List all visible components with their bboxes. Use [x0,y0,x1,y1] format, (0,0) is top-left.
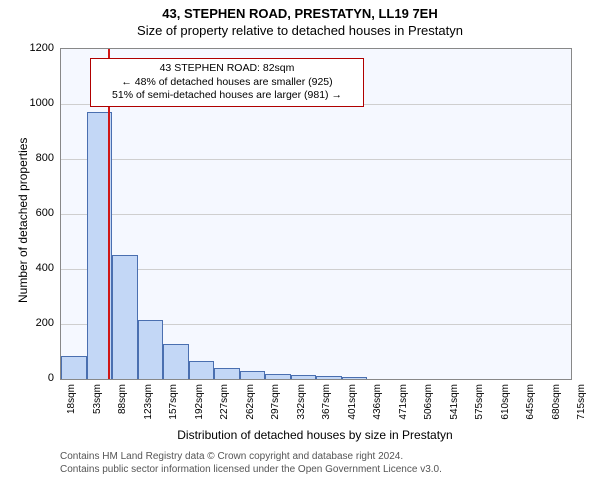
histogram-bar [112,255,138,379]
x-tick-label: 680sqm [551,384,562,424]
x-tick-label: 192sqm [194,384,205,424]
histogram-bar [316,376,342,379]
x-tick-label: 53sqm [92,384,103,424]
info-line-3: 51% of semi-detached houses are larger (… [97,89,357,103]
chart-container: { "header": { "address": "43, STEPHEN RO… [0,0,600,500]
x-tick-label: 645sqm [525,384,536,424]
title-address: 43, STEPHEN ROAD, PRESTATYN, LL19 7EH [0,0,600,21]
x-tick-label: 436sqm [372,384,383,424]
x-tick-label: 332sqm [296,384,307,424]
attribution: Contains HM Land Registry data © Crown c… [60,450,442,476]
histogram-bar [240,371,266,379]
x-tick-label: 88sqm [117,384,128,424]
x-tick-label: 227sqm [219,384,230,424]
y-tick-label: 800 [0,152,54,164]
histogram-bar [138,320,164,379]
y-tick-label: 1200 [0,42,54,54]
histogram-bar [61,356,87,379]
x-tick-label: 575sqm [474,384,485,424]
info-line-1: 43 STEPHEN ROAD: 82sqm [97,62,357,76]
y-tick-label: 400 [0,262,54,274]
x-tick-label: 157sqm [168,384,179,424]
grid-line [61,214,571,215]
info-box: 43 STEPHEN ROAD: 82sqm ← 48% of detached… [90,58,364,107]
attribution-line-1: Contains HM Land Registry data © Crown c… [60,450,442,463]
title-subtitle: Size of property relative to detached ho… [0,23,600,38]
x-tick-label: 610sqm [500,384,511,424]
y-tick-label: 200 [0,317,54,329]
x-tick-label: 123sqm [143,384,154,424]
grid-line [61,269,571,270]
x-tick-label: 471sqm [398,384,409,424]
x-tick-label: 297sqm [270,384,281,424]
y-tick-label: 600 [0,207,54,219]
x-tick-label: 401sqm [347,384,358,424]
x-axis-label: Distribution of detached houses by size … [60,428,570,442]
histogram-bar [291,375,317,379]
grid-line [61,159,571,160]
histogram-bar [342,377,368,379]
x-tick-label: 18sqm [66,384,77,424]
y-tick-label: 0 [0,372,54,384]
x-tick-label: 262sqm [245,384,256,424]
x-tick-label: 715sqm [576,384,587,424]
x-tick-label: 506sqm [423,384,434,424]
histogram-bar [189,361,215,379]
histogram-bar [214,368,240,379]
attribution-line-2: Contains public sector information licen… [60,463,442,476]
x-tick-label: 367sqm [321,384,332,424]
x-tick-label: 541sqm [449,384,460,424]
info-line-2: ← 48% of detached houses are smaller (92… [97,76,357,90]
y-tick-label: 1000 [0,97,54,109]
histogram-bar [163,344,189,379]
histogram-bar [265,374,291,379]
